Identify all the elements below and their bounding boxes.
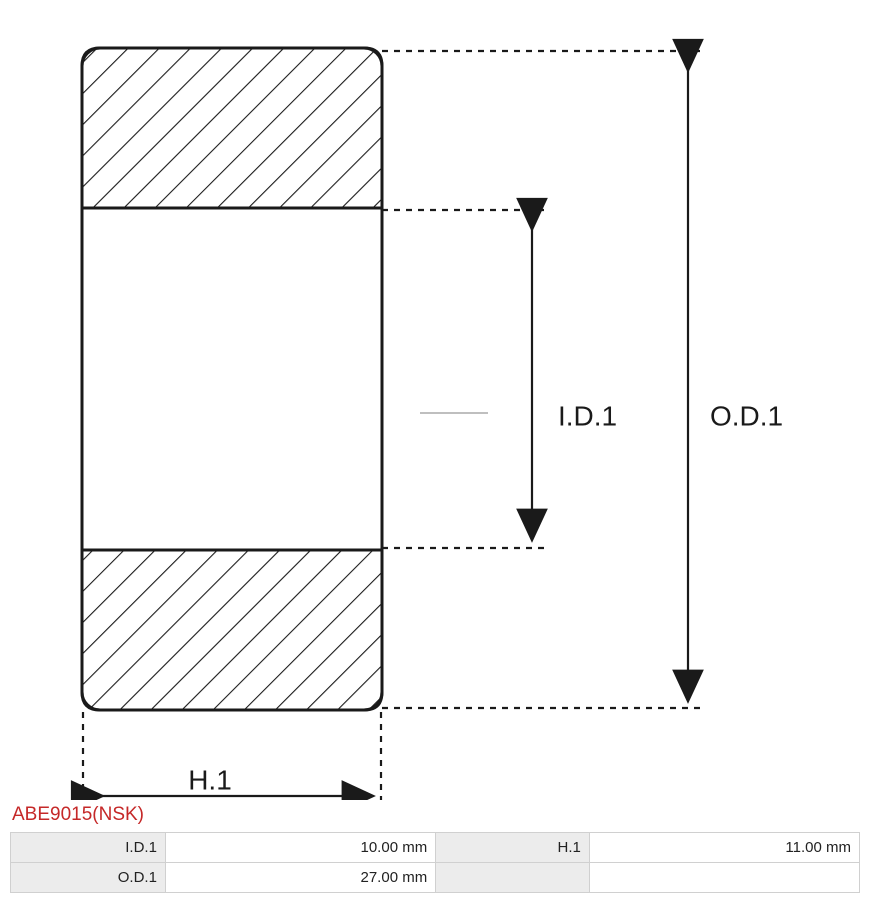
dim-value [589, 863, 859, 893]
table-row: I.D.110.00 mmH.111.00 mm [11, 833, 860, 863]
bearing-section-diagram: O.D.1 I.D.1 H.1 [10, 10, 861, 800]
table-row: O.D.127.00 mm [11, 863, 860, 893]
dimensions-table: I.D.110.00 mmH.111.00 mmO.D.127.00 mm [10, 832, 860, 893]
dim-label: O.D.1 [11, 863, 166, 893]
dim-value: 27.00 mm [165, 863, 435, 893]
part-number: ABE9015(NSK) [12, 804, 861, 826]
svg-text:O.D.1: O.D.1 [710, 400, 783, 431]
svg-text:H.1: H.1 [188, 764, 232, 795]
dim-value: 10.00 mm [165, 833, 435, 863]
svg-text:I.D.1: I.D.1 [558, 400, 617, 431]
dim-label [436, 863, 590, 893]
dim-label: H.1 [436, 833, 590, 863]
dim-label: I.D.1 [11, 833, 166, 863]
dim-value: 11.00 mm [589, 833, 859, 863]
